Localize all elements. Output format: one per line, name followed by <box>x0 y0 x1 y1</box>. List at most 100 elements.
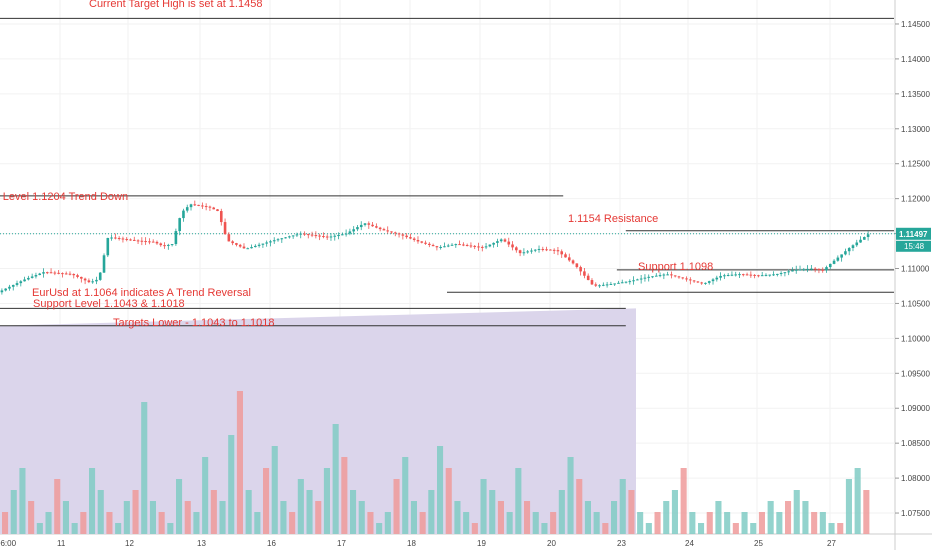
candle-body <box>132 239 136 241</box>
candle-body <box>30 276 34 278</box>
countdown-badge <box>896 240 931 252</box>
candle-body <box>844 251 847 255</box>
volume-bar <box>445 468 452 534</box>
candle-body <box>473 245 477 247</box>
candle-body <box>257 244 261 246</box>
volume-bar <box>532 512 539 534</box>
candle-body <box>477 246 480 248</box>
candle-body <box>772 274 775 276</box>
candle-body <box>794 269 798 271</box>
candle-body <box>76 275 79 277</box>
candle-body <box>269 241 272 243</box>
volume-bar <box>489 490 496 534</box>
volume-bar <box>854 468 861 534</box>
candle-body <box>375 226 378 228</box>
volume-bar <box>410 501 417 534</box>
volume-bar <box>289 512 296 534</box>
price-tick-label: 1.08500 <box>901 439 930 448</box>
candle-body <box>757 275 760 277</box>
candle-body <box>272 240 276 242</box>
candle-body <box>760 275 764 277</box>
candle-body <box>337 235 340 237</box>
candle-body <box>344 233 348 235</box>
candle-body <box>617 282 620 284</box>
candle-body <box>114 237 117 239</box>
candle-body <box>787 271 790 273</box>
volume-bar <box>149 501 156 534</box>
candle-body <box>836 257 840 261</box>
candle-body <box>863 237 866 240</box>
volume-bars <box>2 391 870 534</box>
volume-bar <box>680 468 687 534</box>
candle-body <box>53 272 57 274</box>
date-label: 24 <box>685 539 694 548</box>
volume-bar <box>332 424 339 534</box>
candle-body <box>341 234 344 236</box>
candle-body <box>620 282 624 284</box>
candle-body <box>715 277 719 280</box>
volume-bar <box>245 490 252 534</box>
volume-bar <box>384 512 391 534</box>
candle-body <box>420 241 424 243</box>
candle-body <box>87 280 91 283</box>
volume-bar <box>471 523 478 534</box>
volume-bar <box>689 512 696 534</box>
candle-body <box>19 281 23 284</box>
candle-body <box>110 237 113 239</box>
volume-bar <box>663 501 670 534</box>
annotation-4: EurUsd at 1.1064 indicates A Trend Rever… <box>32 287 251 299</box>
candle-body <box>68 273 72 275</box>
countdown-label: 15:48 <box>904 242 925 251</box>
annotation-3: Support 1.1098 <box>638 261 713 273</box>
volume-bar <box>715 501 722 534</box>
candle-body <box>435 246 439 248</box>
volume-bar <box>176 479 183 534</box>
candle-body <box>159 243 163 246</box>
volume-bar <box>419 512 426 534</box>
candle-body <box>734 274 738 276</box>
candle-body <box>530 250 533 252</box>
candle-body <box>276 239 280 241</box>
candle-body <box>465 244 469 246</box>
volume-bar <box>323 468 330 534</box>
candle-body <box>499 239 503 242</box>
volume-bar <box>80 512 87 534</box>
candle-body <box>484 246 488 248</box>
candle-body <box>707 281 711 283</box>
candle-body <box>98 272 102 280</box>
candle-body <box>662 274 666 276</box>
candle-body <box>832 260 836 264</box>
candle-body <box>670 274 673 276</box>
volume-bar <box>828 523 835 534</box>
candle-body <box>80 276 83 279</box>
date-label: 23 <box>617 539 626 548</box>
date-label: 17 <box>337 539 346 548</box>
volume-bar <box>671 490 678 534</box>
candle-body <box>409 237 412 239</box>
candle-body <box>480 246 484 248</box>
volume-bar <box>724 512 731 534</box>
candle-body <box>401 234 405 236</box>
candle-body <box>91 281 94 283</box>
volume-bar <box>54 479 61 534</box>
candle-body <box>246 248 250 250</box>
volume-bar <box>202 457 209 534</box>
candle-body <box>382 229 386 231</box>
candle-body <box>129 239 132 241</box>
candle-body <box>303 233 306 235</box>
candle-body <box>8 286 11 289</box>
volume-bar <box>306 490 313 534</box>
candle-body <box>598 285 601 287</box>
candle-body <box>223 222 227 235</box>
volume-bar <box>271 446 278 534</box>
candle-body <box>511 244 514 248</box>
candle-body <box>817 268 821 270</box>
candle-body <box>136 240 140 242</box>
candle-body <box>526 251 529 253</box>
candle-body <box>590 280 594 285</box>
candle-body <box>325 236 329 238</box>
candle-body <box>95 279 98 282</box>
candle-body <box>764 274 768 276</box>
